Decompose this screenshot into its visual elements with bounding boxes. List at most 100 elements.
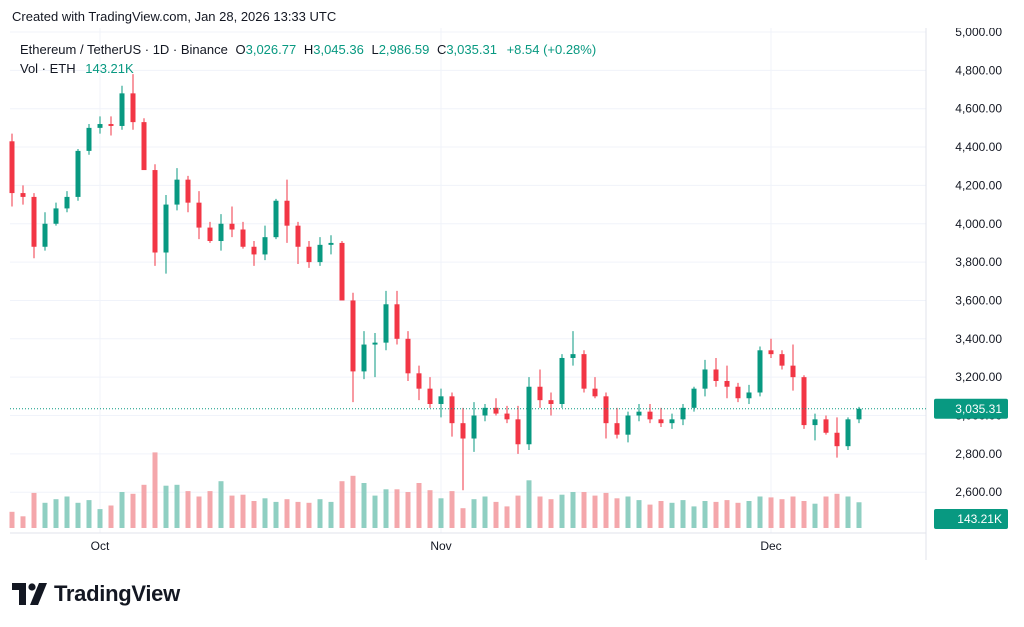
time-tick-label: Dec [760,539,781,553]
volume-bar [801,501,807,528]
candle-body [64,196,70,209]
candle-body [75,150,81,197]
price-tick-label: 2,800.00 [955,447,1002,461]
volume-bar [317,499,323,528]
volume-bar [614,498,620,528]
candle-body [218,223,224,242]
time-tick-label: Oct [91,539,110,553]
volume-bar [669,502,675,528]
candle-body [174,179,180,205]
candle-body [834,432,840,447]
volume-bar [185,491,191,528]
volume-bar [350,475,356,528]
volume-bar [86,500,92,528]
volume-bar [702,501,708,528]
candle-body [570,354,576,358]
volume-bar [218,481,224,528]
candle-body [416,373,422,389]
volume-bar [779,499,785,528]
volume-bar [394,489,400,528]
volume-bar [207,491,213,528]
last-price-tag [934,398,1008,419]
candle-body [306,246,312,263]
volume-row: Vol · ETH 143.21K [20,59,596,78]
candle-body [603,396,609,424]
candle-body [636,411,642,416]
candle-body [746,392,752,399]
candle-body [405,338,411,374]
volume-bar [97,509,103,528]
symbol-label[interactable]: Ethereum / TetherUS · 1D · Binance [20,42,228,57]
candle-body [801,377,807,426]
candle-body [86,127,92,151]
price-tick-label: 2,600.00 [955,485,1002,499]
candlestick-chart[interactable]: 2,600.002,800.003,000.003,200.003,400.00… [0,28,1024,560]
price-tick-label: 4,600.00 [955,102,1002,116]
volume-bar [262,498,268,528]
price-tick-label: 3,400.00 [955,332,1002,346]
candle-body [592,388,598,397]
volume-bar [328,501,334,528]
candle-body [812,419,818,426]
volume-bar [383,489,389,528]
volume-bar [757,496,763,528]
volume-bar [163,485,169,528]
volume-bar [559,494,565,528]
chart-area[interactable]: 2,600.002,800.003,000.003,200.003,400.00… [0,28,1024,560]
volume-bar [284,499,290,528]
volume-bar [449,491,455,528]
candle-body [339,242,345,301]
volume-bar [581,492,587,528]
volume-bar [372,495,378,528]
volume-bar [515,495,521,528]
volume-bar [856,502,862,528]
volume-bar [504,506,510,528]
candle-body [680,407,686,420]
candle-body [757,350,763,393]
volume-bar [427,490,433,528]
volume-bar [174,484,180,528]
low-value: 2,986.59 [378,42,430,57]
candle-body [438,396,444,404]
close-value: 3,035.31 [446,42,497,57]
candle-body [31,196,37,247]
open-value: 3,026.77 [245,42,297,57]
candle-body [163,204,169,253]
volume-bar [229,495,235,528]
candle-body [350,300,356,372]
candle-body [394,304,400,339]
candle-body [460,423,466,439]
volume-bar [680,500,686,528]
chart-caption: Created with TradingView.com, Jan 28, 20… [12,9,337,24]
candle-body [845,419,851,447]
volume-bar [20,516,26,528]
candle-body [449,396,455,424]
candle-body [856,408,862,420]
candle-body [581,354,587,389]
tradingview-brand[interactable]: TradingView [12,580,180,608]
volume-bar [834,493,840,528]
candle-body [185,179,191,203]
candle-body [559,357,565,404]
volume-bar [64,496,70,528]
volume-bar [658,501,664,528]
volume-bar [625,496,631,528]
volume-bar [438,498,444,528]
candle-body [504,413,510,420]
volume-bar [768,497,774,528]
candle-body [130,93,136,123]
candle-body [53,208,59,224]
price-tick-label: 3,800.00 [955,255,1002,269]
volume-bar [405,492,411,528]
volume-bar [273,501,279,528]
low-key: L [371,42,379,57]
last-volume-label: 143.21K [957,512,1002,526]
volume-bar [240,494,246,528]
volume-bar [53,499,59,528]
last-volume-tag [934,509,1008,529]
volume-bar [823,496,829,528]
brand-name: TradingView [54,581,180,606]
candle-body [493,407,499,414]
candle-body [614,423,620,435]
volume-label[interactable]: Vol · ETH [20,61,76,76]
